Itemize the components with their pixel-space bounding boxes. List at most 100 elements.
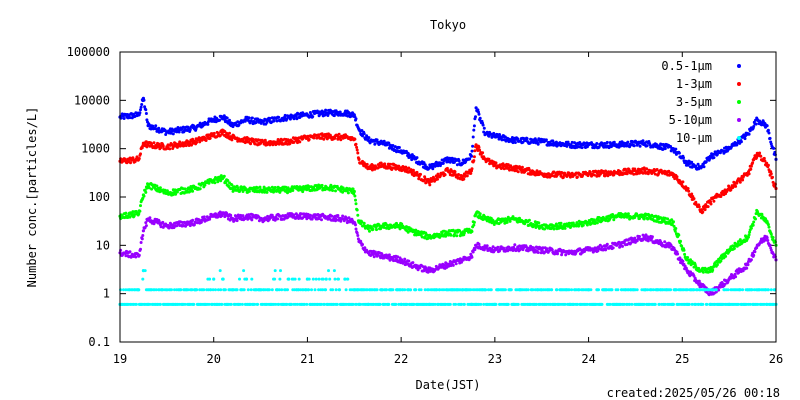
data-point xyxy=(133,213,137,216)
data-point xyxy=(228,218,232,222)
data-point xyxy=(518,216,521,220)
data-point xyxy=(244,188,248,192)
data-point xyxy=(672,224,676,228)
data-point xyxy=(295,117,299,121)
data-point xyxy=(411,261,415,265)
data-point xyxy=(311,277,315,281)
data-point xyxy=(478,116,482,120)
data-point xyxy=(686,256,690,259)
y-tick-label: 0.1 xyxy=(88,335,110,349)
data-point xyxy=(471,250,475,254)
data-point xyxy=(154,288,158,292)
data-point xyxy=(177,130,181,134)
data-point xyxy=(365,162,369,166)
data-point xyxy=(230,183,234,187)
data-point xyxy=(170,288,173,292)
data-point xyxy=(218,118,222,122)
data-point xyxy=(276,217,280,221)
data-point xyxy=(536,142,540,146)
data-point xyxy=(669,244,673,247)
data-point xyxy=(470,230,474,233)
data-point xyxy=(448,260,452,263)
data-point xyxy=(186,288,190,292)
data-point xyxy=(733,272,737,276)
data-point xyxy=(320,302,323,306)
data-point xyxy=(249,216,253,219)
data-point xyxy=(286,277,290,281)
data-point xyxy=(326,114,330,117)
data-point xyxy=(138,111,142,115)
data-point xyxy=(645,144,649,148)
data-point xyxy=(122,117,126,120)
data-point xyxy=(265,120,269,124)
data-point xyxy=(715,263,719,267)
data-point xyxy=(335,302,339,306)
data-point xyxy=(638,144,642,148)
x-tick-label: 23 xyxy=(488,352,502,366)
data-point xyxy=(303,302,306,306)
data-point xyxy=(561,175,565,179)
data-point xyxy=(638,235,641,238)
data-point xyxy=(335,110,339,114)
series-1 xyxy=(118,128,778,215)
data-point xyxy=(465,174,469,178)
data-point xyxy=(469,252,473,256)
data-point xyxy=(297,277,301,281)
data-point xyxy=(200,138,204,142)
data-point xyxy=(316,213,320,216)
data-point xyxy=(709,202,713,206)
data-point xyxy=(298,214,302,218)
data-point xyxy=(147,186,151,190)
data-point xyxy=(751,223,755,227)
data-point xyxy=(441,161,445,165)
data-point xyxy=(681,259,685,263)
data-point xyxy=(171,132,175,136)
data-point xyxy=(502,246,506,250)
data-point xyxy=(472,124,476,128)
data-point xyxy=(436,164,440,168)
data-point xyxy=(198,187,202,191)
data-point xyxy=(436,177,439,181)
data-point xyxy=(270,288,274,292)
data-point xyxy=(581,173,585,177)
data-point xyxy=(141,229,145,233)
data-point xyxy=(354,227,358,231)
data-point xyxy=(674,227,678,230)
data-point xyxy=(286,288,289,292)
data-point xyxy=(122,288,125,292)
data-point xyxy=(152,141,156,145)
data-point xyxy=(238,277,241,281)
data-point xyxy=(362,132,366,136)
data-point xyxy=(252,138,255,142)
data-point xyxy=(428,183,432,187)
data-point xyxy=(354,117,358,121)
data-point xyxy=(769,172,773,176)
data-point xyxy=(568,175,572,179)
data-point xyxy=(469,153,473,157)
data-point xyxy=(474,115,477,119)
data-point xyxy=(315,136,319,140)
data-point xyxy=(320,218,323,222)
data-point xyxy=(324,277,328,281)
data-point xyxy=(320,136,323,140)
data-point xyxy=(396,255,400,259)
data-point xyxy=(680,244,684,248)
data-point xyxy=(420,235,424,239)
data-point xyxy=(158,186,162,190)
data-point xyxy=(717,288,721,292)
data-point xyxy=(692,197,696,201)
data-point xyxy=(354,142,358,146)
data-point xyxy=(204,136,207,140)
data-point xyxy=(195,140,199,144)
data-point xyxy=(487,157,491,161)
data-point xyxy=(472,220,476,224)
data-point xyxy=(674,147,678,151)
data-point xyxy=(263,190,267,194)
data-point xyxy=(175,190,179,194)
series-0 xyxy=(118,96,778,171)
data-point xyxy=(270,185,274,189)
data-point xyxy=(768,136,772,140)
data-point xyxy=(612,218,616,222)
data-point xyxy=(258,185,262,189)
